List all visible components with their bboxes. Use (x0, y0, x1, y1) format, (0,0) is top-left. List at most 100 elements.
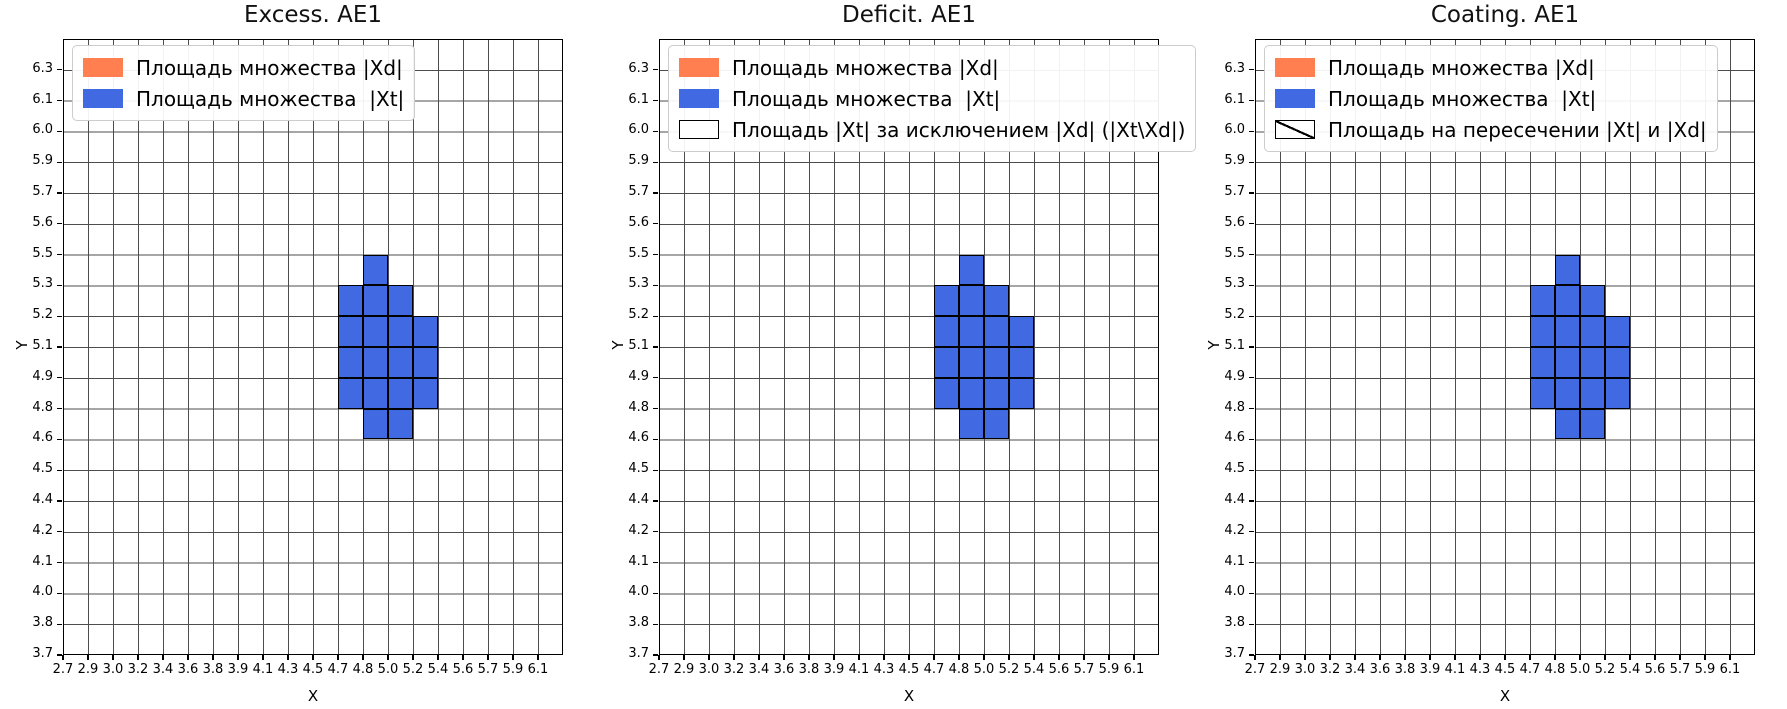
y-tick-label: 6.0 (32, 122, 53, 138)
y-tick-mark (1249, 192, 1254, 194)
y-tick-label: 4.4 (1224, 492, 1245, 507)
x-tick-mark (708, 655, 710, 660)
x-tick-label: 3.0 (102, 662, 124, 677)
y-tick-mark (1249, 623, 1254, 625)
y-tick-mark (1249, 408, 1254, 410)
x-tick-mark (537, 655, 539, 660)
y-tick-mark (653, 469, 658, 471)
x-tick-mark (1404, 655, 1406, 660)
grid-cell (388, 316, 413, 347)
x-tick-label: 5.6 (1644, 662, 1666, 677)
x-tick-mark (1604, 655, 1606, 660)
y-tick-label: 4.1 (1224, 553, 1245, 569)
x-axis-label: X (903, 687, 915, 705)
grid-cell (1530, 285, 1555, 317)
x-tick-label: 4.5 (898, 662, 920, 677)
y-tick-mark (653, 192, 658, 194)
x-tick-mark (758, 655, 760, 660)
y-tick-mark (57, 192, 62, 194)
legend-label: Площадь на пересечении |Xt| и |Xd| (1328, 117, 1707, 142)
y-tick-mark (57, 223, 62, 225)
x-tick-label: 5.4 (427, 662, 449, 677)
y-tick-label: 5.5 (32, 245, 53, 261)
x-tick-label: 3.4 (1344, 662, 1366, 677)
legend-row: Площадь множества |Xd| (679, 52, 1185, 83)
y-tick-mark (57, 284, 62, 286)
y-tick-label: 3.8 (32, 615, 53, 631)
y-tick-label: 4.8 (1224, 399, 1245, 415)
x-tick-label: 2.7 (1244, 662, 1266, 677)
y-tick-mark (653, 623, 658, 625)
x-tick-mark (1329, 655, 1331, 660)
x-tick-label: 6.1 (1719, 662, 1741, 677)
x-tick-label: 4.3 (277, 662, 299, 677)
grid-cell (1555, 377, 1580, 409)
y-tick-mark (1249, 284, 1254, 286)
x-tick-label: 4.5 (302, 662, 324, 677)
y-tick-mark (1249, 654, 1254, 656)
y-tick-mark (653, 254, 658, 256)
x-tick-label: 3.9 (1419, 662, 1441, 677)
x-tick-mark (658, 655, 660, 660)
grid-cell (959, 254, 984, 286)
grid-cell-hatched (1580, 347, 1605, 378)
subplot-deficit: Deficit. AE1 X Y 2.7 2.9 3.0 3.2 3.4 3.6 3.8 3.… (609, 2, 1197, 705)
x-tick-label: 2.7 (52, 662, 74, 677)
grid-cell (1009, 316, 1034, 347)
y-tick-mark (1249, 223, 1254, 225)
x-tick-mark (833, 655, 835, 660)
x-tick-mark (1679, 655, 1681, 660)
y-tick-mark (653, 654, 658, 656)
x-tick-label: 3.6 (177, 662, 199, 677)
legend-swatch-xt-solid (679, 89, 719, 108)
legend-row: Площадь множества |Xt| (83, 83, 404, 114)
grid-cell (413, 316, 438, 347)
grid-cell-hatched (1555, 347, 1580, 378)
y-tick-label: 4.8 (32, 399, 53, 415)
x-tick-mark (1379, 655, 1381, 660)
y-tick-label: 4.9 (32, 368, 53, 384)
y-tick-mark (57, 100, 62, 102)
x-axis-label: X (1499, 687, 1511, 705)
grid-cell (1580, 285, 1605, 317)
y-tick-mark (57, 562, 62, 564)
y-tick-label: 3.8 (628, 615, 649, 631)
y-tick-label: 3.7 (32, 646, 53, 661)
legend-swatch-outline (679, 120, 719, 139)
grid-cell-hatched (1555, 316, 1580, 347)
y-tick-label: 5.2 (32, 307, 53, 323)
x-tick-mark (237, 655, 239, 660)
x-tick-mark (387, 655, 389, 660)
y-tick-mark (653, 315, 658, 317)
grid-cell (959, 285, 984, 317)
y-tick-mark (1249, 562, 1254, 564)
legend-row: Площадь множества |Xd| (83, 52, 404, 83)
grid-cell (338, 377, 363, 409)
y-tick-mark (57, 315, 62, 317)
y-tick-label: 5.5 (1224, 245, 1245, 261)
x-tick-mark (412, 655, 414, 660)
y-tick-label: 4.1 (628, 553, 649, 569)
x-tick-label: 6.1 (1123, 662, 1145, 677)
y-tick-mark (653, 438, 658, 440)
grid-cell (1009, 347, 1034, 378)
grid-cell (959, 408, 984, 440)
grid-cell (338, 316, 363, 347)
x-tick-label: 5.4 (1023, 662, 1045, 677)
x-tick-label: 4.7 (1519, 662, 1541, 677)
y-tick-label: 5.2 (628, 307, 649, 323)
x-tick-label: 4.1 (252, 662, 274, 677)
legend-label: Площадь множества |Xd| (1328, 55, 1595, 80)
subplot-coating: Coating. AE1 X Y 2.7 2.9 3.0 3.2 3.4 3.6 3.8 3.… (1205, 2, 1755, 705)
y-tick-label: 5.1 (1224, 338, 1245, 353)
x-tick-label: 4.7 (327, 662, 349, 677)
grid-cell (363, 285, 388, 317)
grid-cell (388, 408, 413, 440)
y-tick-mark (653, 592, 658, 594)
legend-label: Площадь множества |Xt| (732, 86, 1001, 111)
x-tick-mark (187, 655, 189, 660)
x-tick-label: 4.1 (1444, 662, 1466, 677)
y-tick-mark (653, 161, 658, 163)
x-tick-label: 5.6 (452, 662, 474, 677)
y-tick-mark (653, 346, 658, 348)
